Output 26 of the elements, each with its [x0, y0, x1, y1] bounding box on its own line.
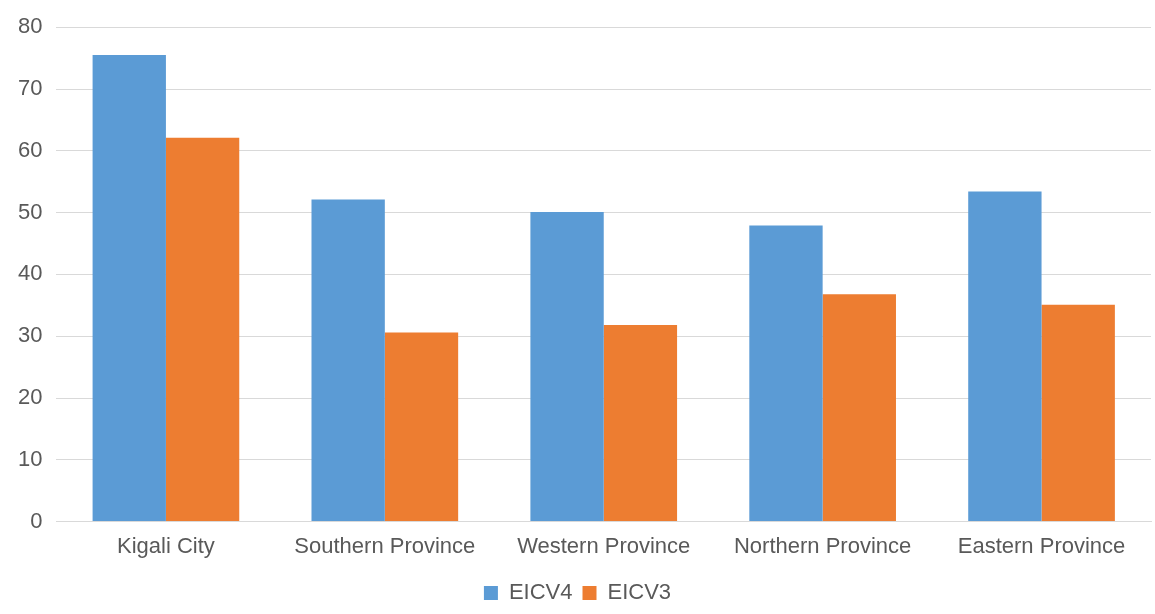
x-tick-label: Southern Province	[294, 532, 476, 558]
bar	[165, 137, 240, 522]
bar	[749, 225, 823, 522]
y-tick-label: 0	[30, 507, 43, 533]
x-tick-label: Eastern Province	[957, 532, 1126, 558]
bar	[311, 199, 385, 522]
y-tick-label: 50	[17, 198, 43, 224]
bar	[384, 332, 459, 522]
x-tick-label: Kigali City	[117, 532, 215, 558]
y-tick-label: 40	[17, 260, 43, 286]
bar	[92, 55, 166, 522]
x-tick-label: Western Province	[517, 532, 691, 558]
y-tick-label: 60	[17, 136, 43, 162]
bar	[822, 294, 896, 522]
y-tick-label: 70	[17, 75, 43, 101]
bar	[530, 211, 604, 522]
x-tick-label: Northern Province	[733, 532, 912, 558]
y-tick-label: 20	[17, 384, 43, 410]
bar	[1041, 304, 1115, 522]
bar	[603, 325, 678, 522]
y-tick-label: 80	[17, 13, 43, 39]
legend-label: EICV4	[508, 579, 573, 605]
legend-label: EICV3	[607, 579, 672, 605]
y-tick-label: 10	[17, 445, 43, 471]
y-tick-label: 30	[17, 322, 43, 348]
bar	[968, 191, 1042, 522]
